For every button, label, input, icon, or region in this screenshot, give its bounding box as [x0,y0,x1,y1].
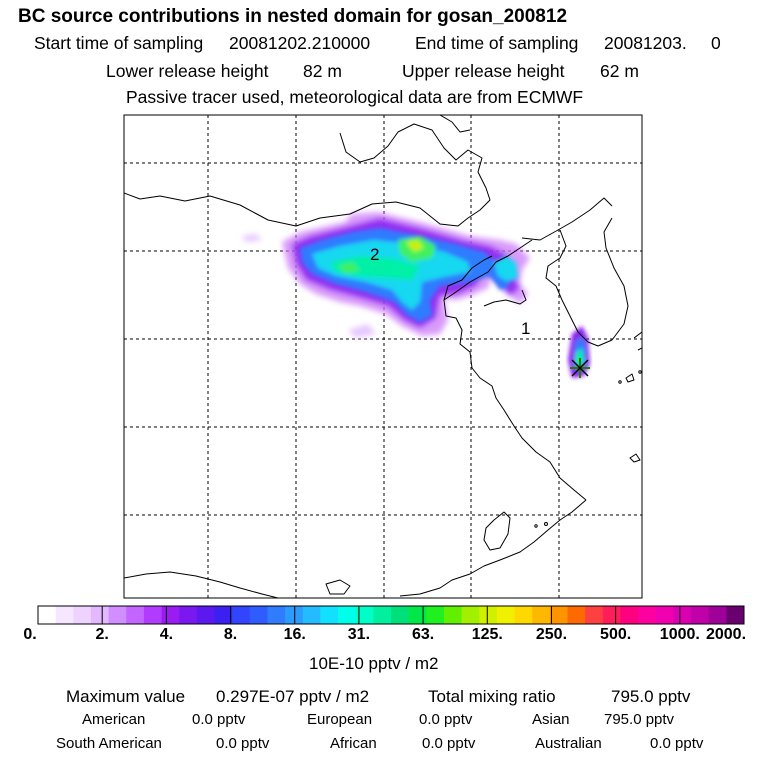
end-time-label: End time of sampling [415,33,579,53]
colorbar-tick-label: 1000. [659,626,700,643]
colorbar-cell [267,606,286,624]
colorbar-cell [249,606,268,624]
region-value-american: 0.0 pptv [192,711,246,728]
max-value: 0.297E-07 pptv / m2 [216,687,370,706]
region-name-american: American [82,711,146,728]
start-time-label: Start time of sampling [34,33,204,53]
start-time-value: 20081202.210000 [229,33,371,53]
concentration-plume [242,212,590,378]
map-frame [123,114,643,599]
cluster-marker-2: 2 [370,245,379,264]
total-mixing-value: 795.0 pptv [611,687,691,706]
colorbar-cell [232,606,251,624]
colorbar-cell [126,606,145,624]
colorbar-cell [532,606,551,624]
colorbar-cell [373,606,392,624]
region-name-australian: Australian [535,735,602,752]
colorbar-cell [302,606,321,624]
colorbar-cell [585,606,604,624]
colorbar-cell [443,606,463,624]
plot-title: BC source contributions in nested domain… [18,6,568,27]
region-name-asian: Asian [532,711,570,728]
colorbar-cell [55,606,74,624]
lower-release-label: Lower release height [106,61,269,81]
colorbar-cell [691,606,710,624]
colorbar-tick-label: 500. [600,626,632,643]
cluster-marker-1: 1 [521,319,530,338]
colorbar-cell [285,606,304,624]
region-value-european: 0.0 pptv [419,711,473,728]
colorbar-cell [496,606,516,624]
upper-release-label: Upper release height [402,61,565,81]
colorbar-cell [514,606,533,624]
colorbar-tick-label: 125. [471,626,503,643]
colorbar-cell [602,606,621,624]
star-receptor-icon [570,358,590,378]
max-value-label: Maximum value [66,687,186,706]
colorbar-cell [673,606,692,624]
colorbar-cell [73,606,92,624]
colorbar-tick-label: 4. [159,626,174,643]
colorbar-cell [391,606,410,624]
colorbar-cell [355,606,374,624]
colorbar-cell [108,606,127,624]
colorbar-cell [196,606,215,624]
colorbar-cell [179,606,198,624]
colorbar-cell [426,606,445,624]
region-value-asian: 795.0 pptv [604,711,675,728]
colorbar-cell [655,606,674,624]
lower-release-value: 82 m [303,61,342,81]
colorbar-cell [638,606,657,624]
colorbar-cell [161,606,180,624]
colorbar-tick-label: 250. [535,626,568,643]
colorbar-cells [38,606,745,624]
region-value-south-american: 0.0 pptv [216,735,270,752]
colorbar-tick-label: 8. [223,626,238,643]
region-value-african: 0.0 pptv [422,735,476,752]
region-name-european: European [307,711,373,728]
region-name-african: African [330,735,377,752]
colorbar-cell [726,606,745,624]
tracer-note: Passive tracer used, meteorological data… [126,87,584,107]
colorbar-cell [38,606,57,624]
coastlines [124,115,642,598]
upper-release-value: 62 m [600,61,639,81]
region-name-south-american: South American [56,735,162,752]
colorbar-tick-label: 63. [411,626,435,643]
colorbar-cell [567,606,586,624]
total-mixing-label: Total mixing ratio [428,687,556,706]
colorbar-cell [708,606,727,624]
colorbar-cell [90,606,110,624]
colorbar-tick-label: 2000. [705,626,747,643]
colorbar-cell [549,606,568,624]
colorbar-cell [479,606,498,624]
region-value-australian: 0.0 pptv [650,735,704,752]
colorbar-tick-label: 16. [283,626,306,643]
end-time-value: 20081203. 0 [604,33,721,53]
colorbar-cell [320,606,339,624]
colorbar-unit: 10E-10 pptv / m2 [309,654,439,673]
colorbar-cell [620,606,639,624]
colorbar-tick-label: 31. [347,626,371,643]
colorbar-cell [461,606,480,624]
colorbar-cell [338,606,357,624]
colorbar-cell [214,606,233,624]
colorbar-cell [143,606,163,624]
colorbar-tick-label: 2. [95,626,109,643]
colorbar-tick-label: 0. [23,626,37,643]
colorbar-cell [408,606,427,624]
